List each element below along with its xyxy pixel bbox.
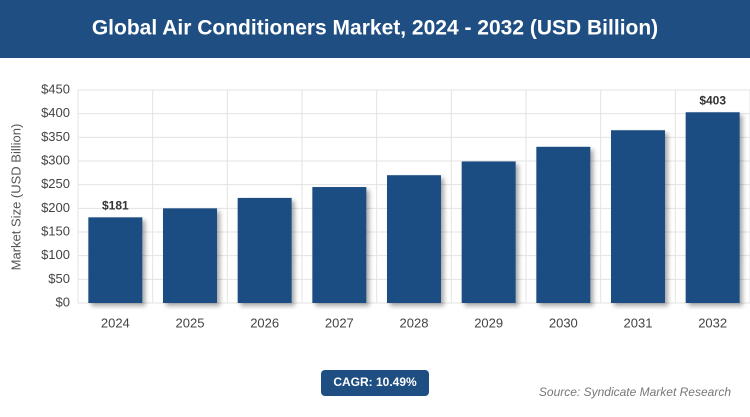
y-tick-label: $350 <box>41 129 70 144</box>
y-tick-label: $400 <box>41 105 70 120</box>
x-tick-label: 2026 <box>250 315 279 330</box>
bar <box>237 197 292 303</box>
y-tick-label: $450 <box>41 81 70 96</box>
source-note: Source: Syndicate Market Research <box>539 385 731 399</box>
y-tick-label: $200 <box>41 200 70 215</box>
bar <box>685 112 740 303</box>
bar <box>312 187 367 303</box>
value-label: $181 <box>102 198 129 212</box>
x-tick-label: 2030 <box>549 315 578 330</box>
y-tick-label: $50 <box>48 271 70 286</box>
y-tick-label: $0 <box>56 294 70 309</box>
x-tick-label: 2024 <box>101 315 130 330</box>
x-tick-label: 2028 <box>400 315 429 330</box>
x-tick-label: 2031 <box>624 315 653 330</box>
bar <box>611 130 665 303</box>
x-tick-label: 2025 <box>176 315 205 330</box>
plot: $0 $50 $100 $150 $200 $250 $300 $350 $400 $450 202… <box>41 81 750 330</box>
y-tick-label: $250 <box>41 176 70 191</box>
bar <box>88 217 143 303</box>
y-tick-label: $100 <box>41 247 70 262</box>
y-axis-label: Market Size (USD Billion) <box>8 124 23 271</box>
value-label: $403 <box>699 93 726 107</box>
bar <box>163 208 217 303</box>
header-band <box>0 0 750 58</box>
chart-title: Global Air Conditioners Market, 2024 - 2… <box>92 17 658 40</box>
bar <box>461 161 516 303</box>
y-tick-label: $150 <box>41 223 70 238</box>
cagr-badge <box>321 370 429 396</box>
x-tick-label: 2027 <box>325 315 354 330</box>
x-tick-label: 2032 <box>698 315 727 330</box>
cagr-text: CAGR: 10.49% <box>333 375 417 389</box>
bar <box>536 146 591 303</box>
bar <box>387 175 441 303</box>
x-tick-label: 2029 <box>474 315 503 330</box>
y-tick-label: $300 <box>41 152 70 167</box>
